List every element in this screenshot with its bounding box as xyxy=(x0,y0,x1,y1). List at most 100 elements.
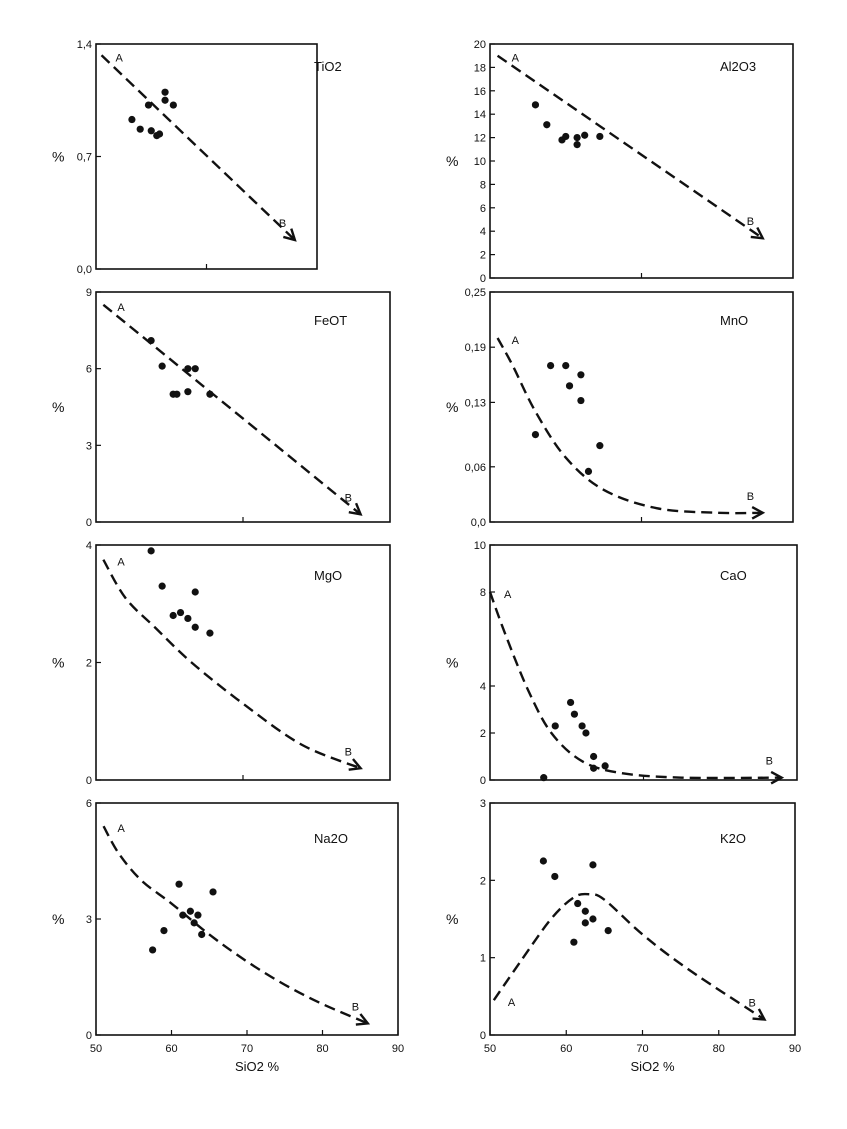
x-axis-label: SiO2 % xyxy=(630,1059,675,1074)
data-point xyxy=(578,722,586,730)
data-point xyxy=(570,938,578,946)
y-axis-label: % xyxy=(52,655,64,671)
y-tick-label: 6 xyxy=(86,364,92,376)
trend-end-label: B xyxy=(749,998,756,1010)
data-point xyxy=(582,729,590,737)
data-point xyxy=(184,388,192,396)
y-tick-label: 3 xyxy=(86,914,92,926)
data-point xyxy=(601,762,609,770)
panel-title: FeOT xyxy=(314,313,347,328)
y-tick-label: 0,13 xyxy=(465,397,486,409)
y-tick-label: 0,7 xyxy=(77,152,92,164)
panel-title: MgO xyxy=(314,568,342,583)
y-tick-label: 0 xyxy=(86,1030,92,1042)
data-point xyxy=(539,857,547,865)
plot-frame xyxy=(489,43,794,279)
data-point xyxy=(206,629,214,637)
data-point xyxy=(191,365,199,373)
y-tick-label: 0 xyxy=(480,775,486,787)
y-tick-label: 18 xyxy=(474,62,486,74)
trend-end-label: B xyxy=(279,218,286,230)
data-point xyxy=(147,336,155,345)
y-tick-label: 0,0 xyxy=(471,517,486,529)
y-axis-label: % xyxy=(52,149,64,165)
data-point xyxy=(604,927,612,935)
x-tick-label: 80 xyxy=(713,1043,725,1055)
data-point xyxy=(147,127,155,135)
trend-start-label: A xyxy=(117,302,125,314)
y-axis-label: % xyxy=(52,911,64,927)
data-point xyxy=(136,125,144,133)
arrowhead-icon xyxy=(348,502,363,516)
y-axis-label: % xyxy=(446,399,458,415)
y-tick-label: 1,4 xyxy=(77,39,92,51)
data-point xyxy=(590,752,598,761)
data-point xyxy=(173,390,181,398)
x-tick-label: 90 xyxy=(392,1043,404,1055)
data-point xyxy=(155,130,164,138)
y-tick-label: 14 xyxy=(474,109,486,121)
panel-k2o: 0 1 2 3 50 60 70 80 90% SiO2 % K2O A B xyxy=(446,798,801,1074)
arrowhead-icon xyxy=(355,1013,371,1026)
data-point xyxy=(147,547,155,555)
trend-arrow-line xyxy=(100,54,296,241)
data-point xyxy=(160,927,168,935)
y-tick-label: 4 xyxy=(480,681,486,693)
trend-start-label: A xyxy=(508,997,516,1009)
trend-arrow-line xyxy=(102,303,362,516)
panel-mgo: 0 2 4% MgO A B xyxy=(52,540,391,787)
y-tick-label: 0 xyxy=(480,1030,486,1042)
trend-end-label: B xyxy=(747,491,754,503)
data-point xyxy=(581,907,589,915)
arrowhead-icon xyxy=(283,228,297,242)
y-tick-label: 8 xyxy=(480,587,486,599)
panel-title: Al2O3 xyxy=(720,59,756,74)
data-point xyxy=(186,907,194,915)
y-tick-label: 3 xyxy=(480,798,486,810)
data-point xyxy=(158,362,166,370)
y-tick-label: 10 xyxy=(474,156,486,168)
data-point xyxy=(589,861,597,869)
trend-start-label: A xyxy=(117,557,125,569)
data-point xyxy=(161,96,169,104)
data-point xyxy=(158,582,166,590)
data-point xyxy=(547,362,555,370)
data-point xyxy=(209,888,217,896)
y-tick-label: 0,06 xyxy=(465,462,486,474)
y-tick-label: 2 xyxy=(86,658,92,670)
data-point xyxy=(562,132,570,141)
data-point xyxy=(584,467,593,475)
y-tick-label: 9 xyxy=(86,287,92,299)
panel-tio2: 0,0 0,7 1,4% TiO2 A B xyxy=(52,39,342,276)
arrowhead-icon xyxy=(750,226,765,240)
y-tick-label: 20 xyxy=(474,39,486,51)
y-tick-label: 10 xyxy=(474,540,486,552)
data-point xyxy=(198,930,206,939)
trend-start-label: A xyxy=(118,823,126,835)
x-axis-label: SiO2 % xyxy=(235,1059,280,1074)
y-tick-label: 4 xyxy=(480,226,486,238)
trend-arrow-line xyxy=(102,559,362,770)
trend-start-label: A xyxy=(504,589,512,601)
data-point xyxy=(590,764,598,772)
y-tick-label: 0 xyxy=(86,775,92,787)
data-point xyxy=(577,396,585,405)
y-tick-label: 2 xyxy=(480,250,486,262)
x-tick-label: 70 xyxy=(636,1043,648,1055)
trend-arrow-line xyxy=(102,825,369,1025)
data-point xyxy=(596,442,604,450)
trend-arrow-line xyxy=(488,591,782,780)
data-point xyxy=(551,872,559,881)
y-tick-label: 4 xyxy=(86,540,92,552)
y-tick-label: 3 xyxy=(86,440,92,452)
data-point xyxy=(176,608,185,617)
trend-start-label: A xyxy=(116,52,124,64)
data-point xyxy=(175,880,183,888)
arrowhead-icon xyxy=(751,505,766,520)
x-tick-label: 90 xyxy=(789,1043,801,1055)
data-point xyxy=(531,431,540,439)
arrowhead-icon xyxy=(752,1008,767,1021)
y-tick-label: 2 xyxy=(480,728,486,740)
y-tick-label: 0,0 xyxy=(77,264,92,276)
